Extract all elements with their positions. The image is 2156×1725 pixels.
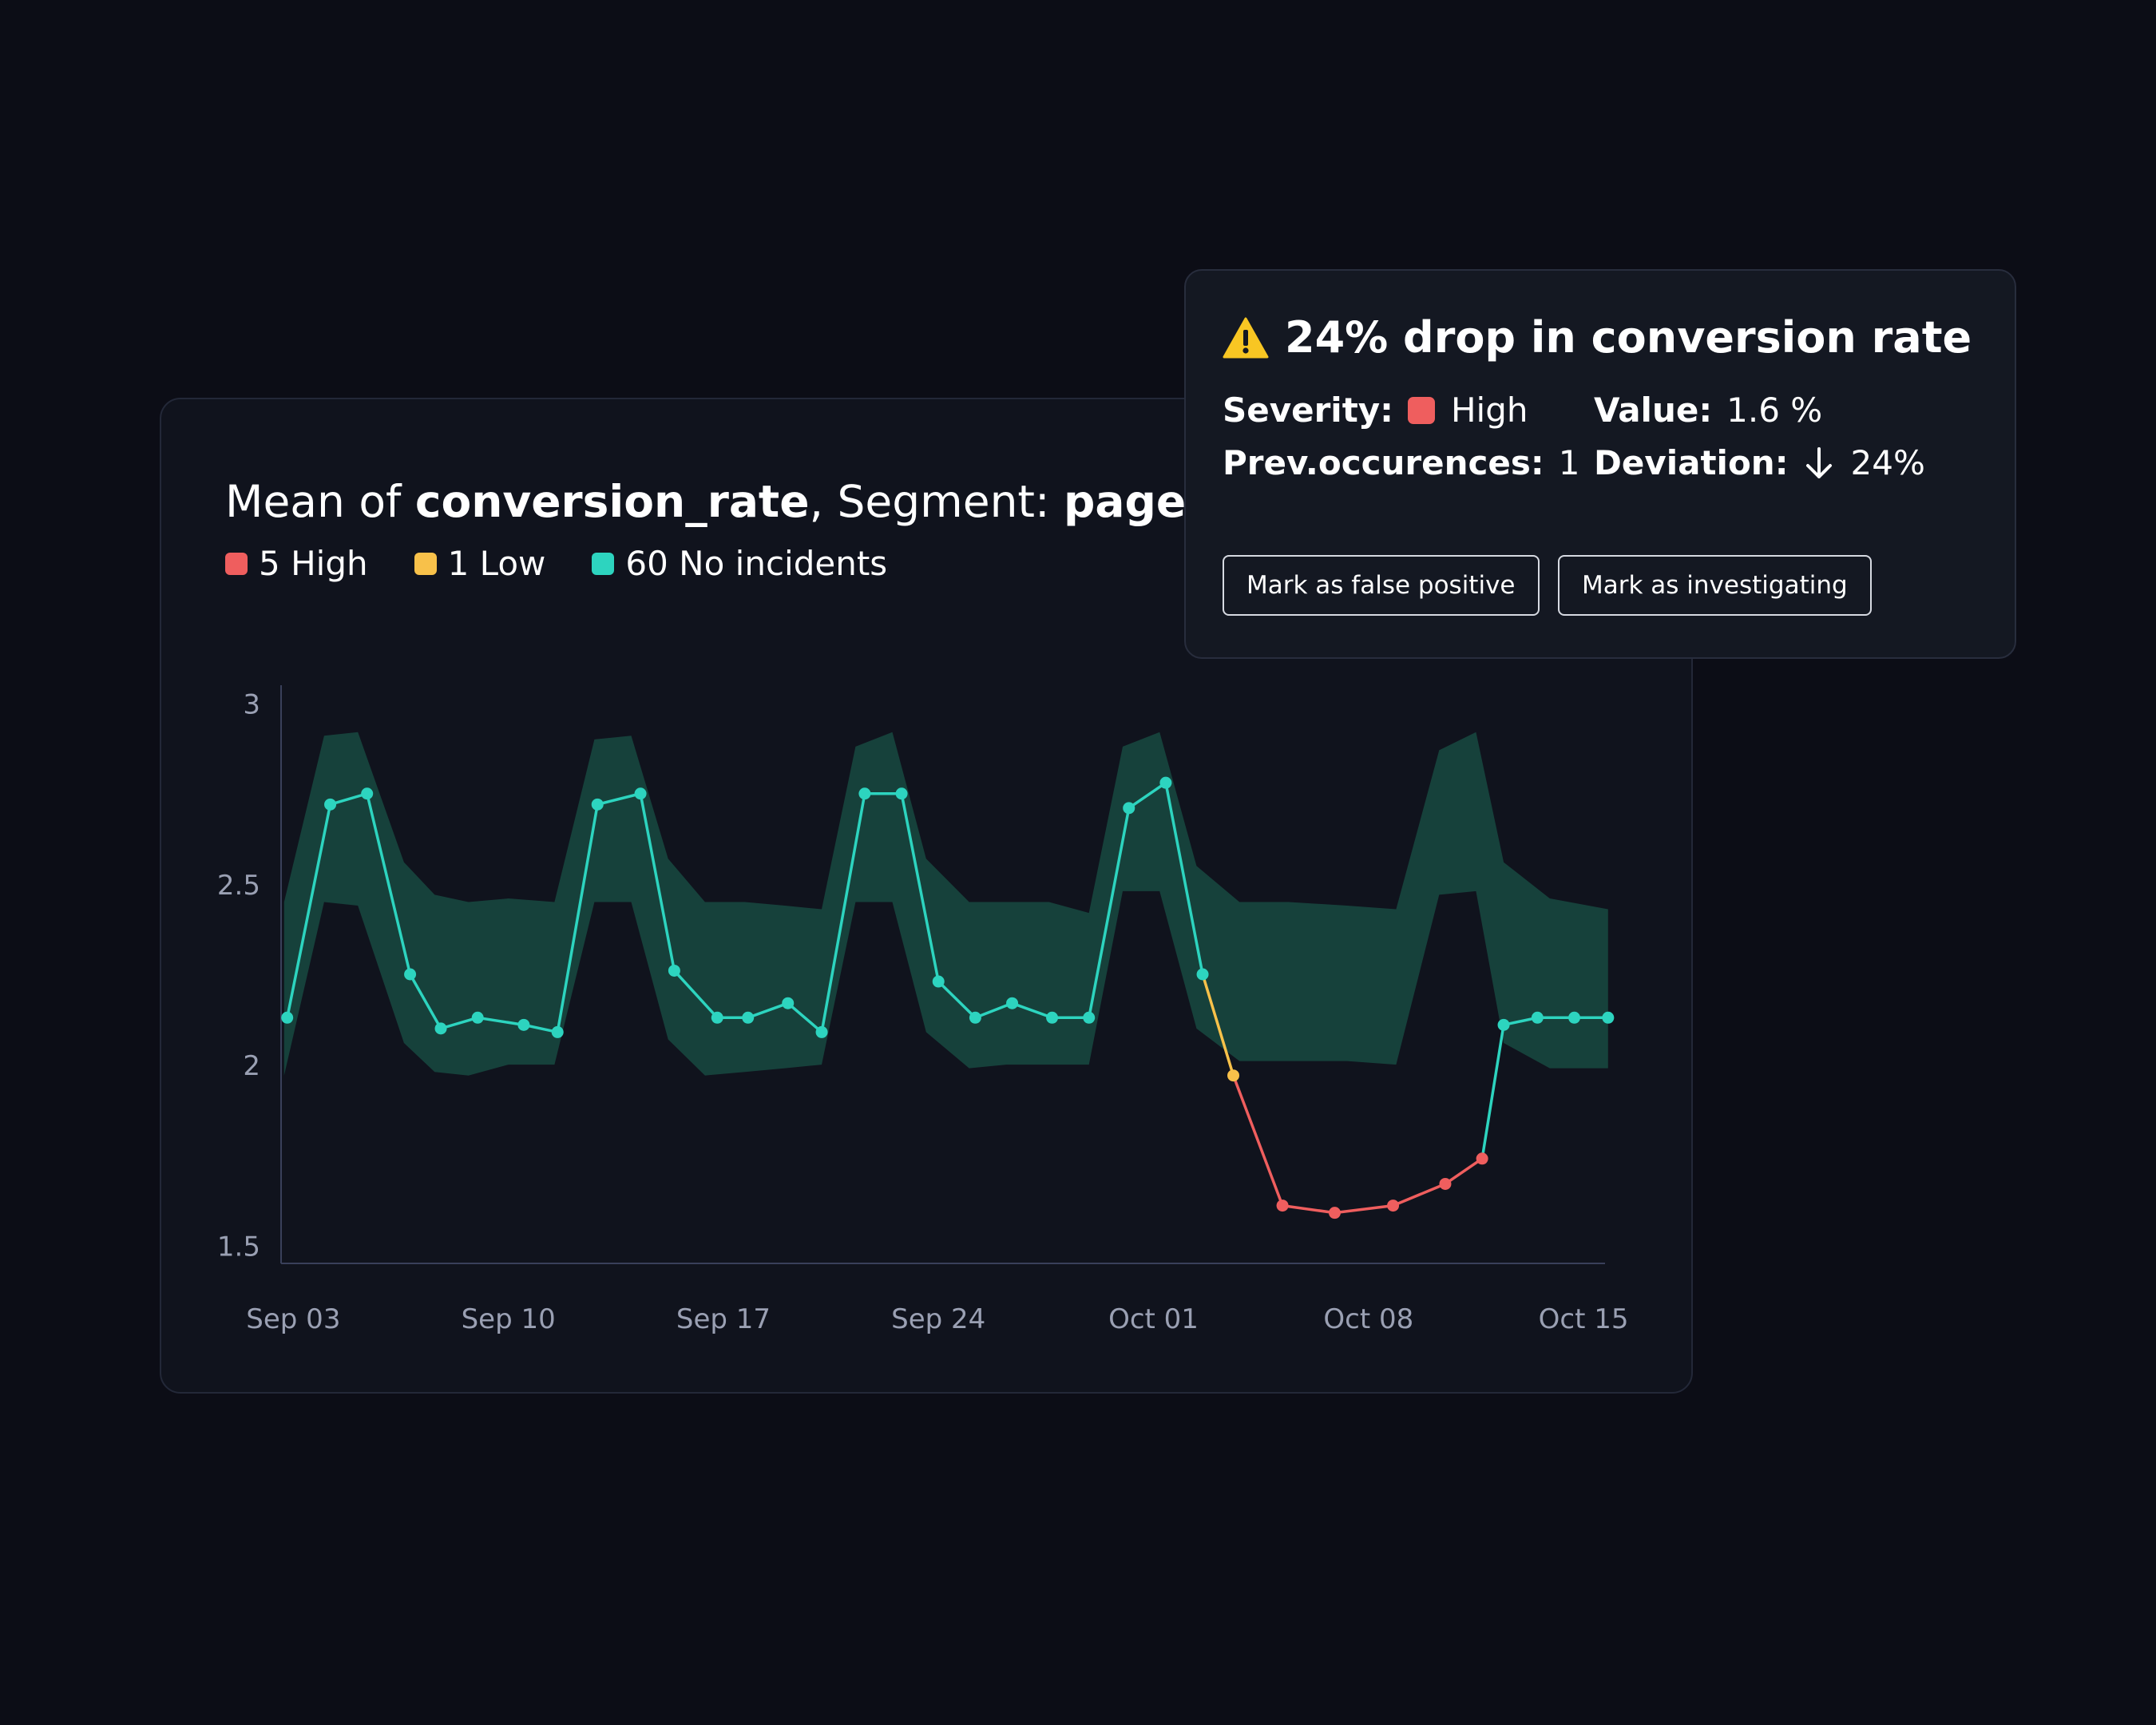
- prev-occurrences-value: 1: [1558, 443, 1580, 482]
- mark-false-positive-button[interactable]: Mark as false positive: [1223, 555, 1540, 616]
- warning-icon: [1223, 317, 1269, 358]
- mark-investigating-button[interactable]: Mark as investigating: [1558, 555, 1872, 616]
- prev-occurrences-label: Prev.occurences:: [1223, 443, 1544, 482]
- arrow-down-icon: [1805, 446, 1832, 478]
- severity-swatch: [1407, 396, 1435, 424]
- value-row: Value: 1.6 %: [1594, 391, 1822, 430]
- legend-swatch-low: [414, 553, 437, 575]
- chart-title-metric: conversion_rate: [414, 476, 810, 527]
- legend-label-high: 5 High: [259, 544, 368, 583]
- popup-title-row: 24% drop in conversion rate: [1223, 312, 1972, 363]
- legend-swatch-high: [225, 553, 248, 575]
- deviation-value: 24%: [1850, 443, 1925, 482]
- anomaly-popup: 24% drop in conversion rate Severity: Hi…: [1184, 269, 2016, 659]
- value-label: Value:: [1594, 391, 1713, 430]
- deviation-label: Deviation:: [1594, 443, 1789, 482]
- legend-swatch-no-incidents: [592, 553, 615, 575]
- value-value: 1.6 %: [1726, 391, 1823, 430]
- chart-title-middle: , Segment:: [809, 476, 1064, 527]
- legend-label-low: 1 Low: [447, 544, 546, 583]
- severity-label: Severity:: [1223, 391, 1393, 430]
- popup-title: 24% drop in conversion rate: [1285, 312, 1972, 363]
- legend-item-low[interactable]: 1 Low: [414, 540, 546, 588]
- chart-title-segment: page: [1064, 476, 1187, 527]
- chart-title: Mean of conversion_rate, Segment: page: [225, 473, 1186, 530]
- severity-value: High: [1450, 391, 1528, 430]
- prev-occurrences-row: Prev.occurences: 1: [1223, 443, 1579, 482]
- legend-item-high[interactable]: 5 High: [225, 540, 368, 588]
- chart-title-prefix: Mean of: [225, 476, 415, 527]
- legend-label-no-incidents: 60 No incidents: [625, 544, 888, 583]
- chart-legend: 5 High 1 Low 60 No incidents: [225, 540, 887, 588]
- severity-row: Severity: High: [1223, 391, 1528, 430]
- legend-item-no-incidents[interactable]: 60 No incidents: [592, 540, 887, 588]
- deviation-row: Deviation: 24%: [1594, 443, 1925, 482]
